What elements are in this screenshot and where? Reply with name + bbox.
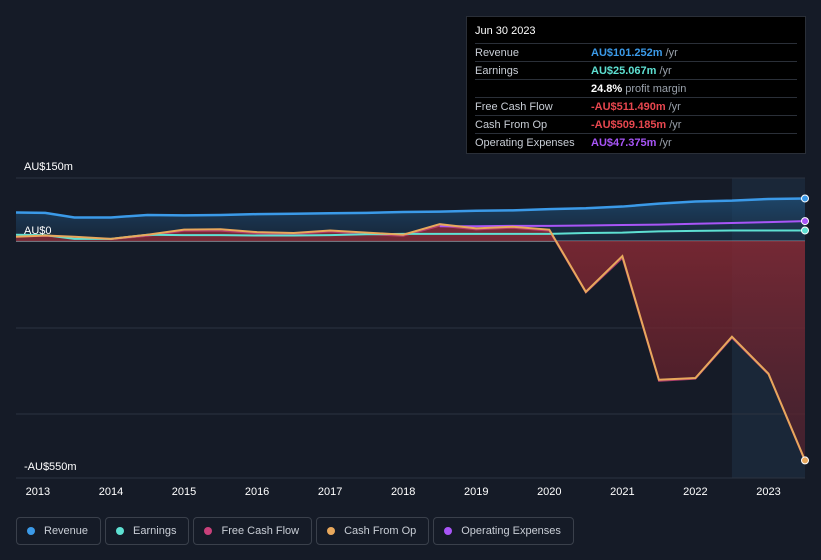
tooltip-row-value: -AU$509.185m	[591, 118, 667, 131]
tooltip-row-unit: /yr	[659, 136, 672, 149]
tooltip-row-value: AU$47.375m	[591, 136, 657, 149]
x-axis-tick-label: 2020	[537, 486, 561, 498]
tooltip-row-label: Revenue	[475, 46, 520, 59]
y-axis-tick-label: AU$0	[24, 225, 52, 237]
operating-expenses-line	[439, 220, 806, 228]
tooltip-row: 24.8% profit margin	[475, 79, 797, 97]
tooltip-row: Revenue AU$101.252m/yr	[475, 43, 797, 61]
tooltip-row-unit: /yr	[665, 46, 678, 59]
legend-label: Earnings	[133, 525, 177, 537]
tooltip-panel: Jun 30 2023 Revenue AU$101.252m/yr Earning…	[466, 16, 806, 154]
x-axis-tick-label: 2016	[245, 486, 269, 498]
legend-item[interactable]: Revenue	[16, 517, 102, 545]
tooltip-row-unit: /yr	[659, 64, 672, 77]
x-axis-tick-label: 2017	[318, 486, 342, 498]
tooltip-row-value: -AU$511.490m	[591, 100, 666, 113]
legend-dot-icon	[27, 527, 35, 535]
y-axis-tick-label: -AU$550m	[24, 461, 77, 473]
tooltip-row-unit: /yr	[669, 118, 682, 131]
legend-label: Revenue	[44, 525, 89, 537]
legend-item[interactable]: Earnings	[105, 517, 190, 545]
tooltip-row: Free Cash Flow -AU$511.490m/yr	[475, 97, 797, 115]
cash-from-op-line	[15, 223, 806, 461]
tooltip-row-label: Free Cash Flow	[475, 100, 553, 113]
legend-label: Free Cash Flow	[221, 525, 300, 537]
revenue-line	[15, 197, 806, 219]
legend-item[interactable]: Cash From Op	[316, 517, 430, 545]
legend-dot-icon	[327, 527, 336, 535]
legend-label: Cash From Op	[344, 525, 417, 537]
x-axis-tick-label: 2018	[391, 486, 415, 498]
tooltip-row-label: Operating Expenses	[475, 136, 575, 149]
x-axis-tick-label: 2023	[756, 486, 780, 498]
legend-item[interactable]: Operating Expenses	[433, 517, 574, 545]
tooltip-row: Operating Expenses AU$47.375m/yr	[475, 133, 797, 151]
tooltip-row-label: Cash From Op	[475, 118, 548, 131]
legend-dot-icon	[116, 527, 125, 535]
x-axis-tick-label: 2013	[26, 486, 50, 498]
legend-item[interactable]: Free Cash Flow	[193, 517, 313, 545]
tooltip-date: Jun 30 2023	[475, 25, 536, 37]
x-axis-tick-label: 2022	[683, 486, 707, 498]
chart-canvas: AU$150m AU$0 -AU$550m 2013 2014 2015 2016 2017…	[15, 161, 809, 498]
tooltip-row-value: AU$101.252m	[591, 46, 663, 59]
x-axis-tick-label: 2021	[610, 486, 634, 498]
series-end-dot	[801, 226, 809, 235]
series-end-dot	[801, 217, 809, 226]
tooltip-row-unit: profit margin	[625, 82, 687, 95]
y-axis-tick-label: AU$150m	[24, 161, 73, 173]
series-end-dot	[801, 456, 809, 465]
tooltip-row-value: AU$25.067m	[591, 64, 657, 77]
x-axis-tick-label: 2019	[464, 486, 488, 498]
x-axis-tick-label: 2014	[99, 486, 123, 498]
series-end-dot	[801, 194, 809, 203]
free-cash-flow-area	[16, 225, 805, 462]
chart-legend: Revenue Earnings Free Cash Flow Cash From O…	[16, 517, 574, 547]
legend-label: Operating Expenses	[461, 525, 561, 537]
x-axis-tick-label: 2015	[172, 486, 196, 498]
tooltip-row: Earnings AU$25.067m/yr	[475, 61, 797, 79]
tooltip-row-unit: /yr	[668, 100, 681, 113]
tooltip-row-label: Earnings	[475, 64, 519, 77]
tooltip-row: Cash From Op -AU$509.185m/yr	[475, 115, 797, 133]
legend-dot-icon	[444, 527, 453, 535]
legend-dot-icon	[204, 527, 213, 535]
tooltip-row-value: 24.8%	[591, 82, 623, 95]
